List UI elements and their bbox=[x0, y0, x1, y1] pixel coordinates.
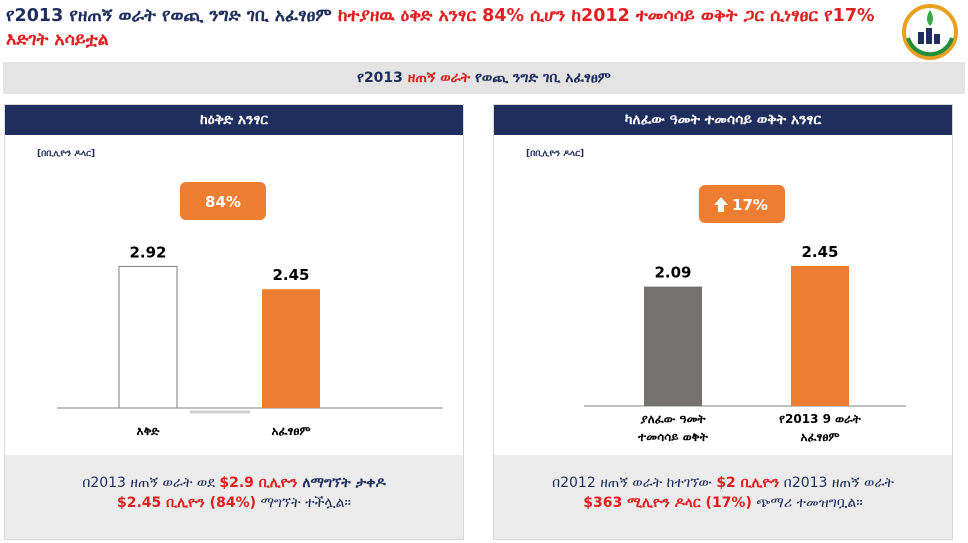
percentage-badge bbox=[180, 182, 266, 220]
footer-text: በ2012 ዘጠኝ ወራት ከተገኘው bbox=[552, 475, 717, 491]
bar-value-label: 2.92 bbox=[129, 243, 166, 261]
category-label: አፈፃፀም bbox=[271, 424, 310, 438]
category-label: አፈፃፀም bbox=[800, 430, 839, 444]
plan-comparison-panel: ከዕቅድ አንፃር [በቢሊዮን ዶላር] 84% 2.92 እቅድ 2.45 አፈፃፀ… bbox=[4, 104, 464, 540]
percentage-badge bbox=[699, 185, 785, 223]
unit-label: [በቢሊዮን ዶላር] bbox=[37, 149, 96, 159]
section-header: የ2013 ዘጠኝ ወራት የወጪ ንግድ ገቢ አፈፃፀም bbox=[3, 62, 965, 94]
footer-text: በ2013 ዘጠኝ ወራት bbox=[779, 475, 894, 491]
subheader-part2: ዘጠኝ ወራት bbox=[407, 70, 471, 86]
bar bbox=[262, 289, 320, 408]
bar-value-label: 2.45 bbox=[272, 266, 309, 284]
category-label: ተመሳሳይ ወቅት bbox=[637, 430, 709, 444]
footer-highlight: $2 ቢሊዮን bbox=[716, 475, 780, 491]
footer-text: በ2013 ዘጠኝ ወራት ወደ bbox=[82, 475, 220, 491]
footer-text: ማግኘት ተችሏል። bbox=[256, 495, 352, 511]
ministry-logo-icon bbox=[902, 4, 958, 60]
arrow-up-icon bbox=[714, 197, 728, 212]
plan-bar-chart: 84% 2.92 እቅድ 2.45 አፈፃፀም bbox=[57, 182, 443, 438]
bar-value-label: 2.45 bbox=[801, 243, 838, 261]
percentage-badge-label: 84% bbox=[205, 193, 241, 211]
yoy-comparison-panel: ካለፈው ዓመት ተመሳሳይ ወቅት አንፃር [በቢሊዮን ዶላር] 17% 2… bbox=[493, 104, 953, 540]
footer-highlight: $2.45 ቢሊዮን (84%) bbox=[116, 495, 256, 511]
panel-heading: ከዕቅድ አንፃር bbox=[5, 105, 463, 135]
bar bbox=[791, 266, 849, 406]
footer-text: ጭማሪ ተመዝግቧል። bbox=[751, 495, 863, 511]
category-label: እቅድ bbox=[137, 424, 161, 438]
percentage-badge-label: 17% bbox=[732, 196, 768, 214]
bar bbox=[118, 265, 178, 409]
bar bbox=[644, 286, 702, 406]
panel-footer: በ2013 ዘጠኝ ወራት ወደ $2.9 ቢሊዮን ለማግኘት ታቀዶ $2.… bbox=[5, 455, 463, 539]
category-label: የ2013 9 ወራት bbox=[779, 412, 862, 426]
footer-highlight: $2.9 ቢሊዮን bbox=[219, 475, 298, 491]
page-title: የ2013 የዘጠኝ ወራት የወጪ ንግድ ገቢ አፈፃፀም ከተያዘዉ ዕቅ… bbox=[6, 4, 886, 52]
panel-heading: ካለፈው ዓመት ተመሳሳይ ወቅት አንፃር bbox=[494, 105, 952, 135]
bar-value-label: 2.09 bbox=[654, 264, 691, 282]
panel-footer: በ2012 ዘጠኝ ወራት ከተገኘው $2 ቢሊዮን በ2013 ዘጠኝ ወራ… bbox=[494, 455, 952, 539]
subheader-part3: የወጪ ንግድ ገቢ አፈፃፀም bbox=[470, 70, 611, 86]
title-part1: የ2013 የዘጠኝ ወራት የወጪ ንግድ ገቢ አፈፃፀም bbox=[6, 6, 338, 26]
footer-highlight: $363 ሚሊዮን ዶላር (17%) bbox=[583, 495, 752, 511]
yoy-bar-chart: 17% 2.09 ያለፈው ዓመት ተመሳሳይ ወቅት 2.45 የ2013 9 ወራት አ… bbox=[584, 185, 906, 444]
unit-label: [በቢሊዮን ዶላር] bbox=[526, 149, 585, 159]
subheader-part1: የ2013 bbox=[357, 70, 408, 86]
title-part3: ከ2012 ተመሳሳይ ወቅት ጋር ሲነፃፀር የ17% እድገት አሳይቷል bbox=[6, 6, 875, 50]
title-part2: ከተያዘዉ ዕቅድ አንፃር 84% ሲሆን bbox=[337, 6, 572, 26]
footer-text-bold: ለማግኘት ታቀዶ bbox=[297, 475, 386, 491]
category-label: ያለፈው ዓመት bbox=[640, 412, 706, 426]
